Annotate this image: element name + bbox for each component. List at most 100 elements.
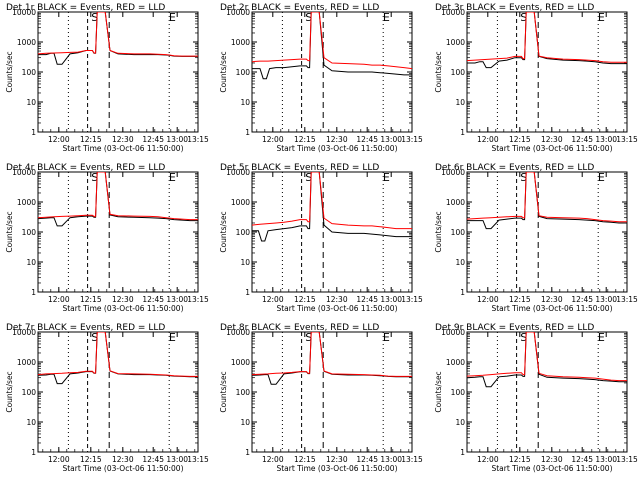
x-tick-label: 13:00 [166, 295, 188, 304]
x-tick-label: 12:15 [509, 295, 531, 304]
y-tick-label: 10000 [441, 168, 465, 177]
start-marker-label: S [91, 331, 98, 344]
y-tick-label: 10 [455, 418, 465, 427]
start-marker-label: S [91, 11, 98, 24]
x-tick-label: 12:30 [112, 135, 134, 144]
end-marker-label: E [383, 11, 390, 24]
panel-title: Det 7r BLACK = Events, RED = LLD [6, 323, 165, 333]
y-tick-label: 10 [240, 258, 250, 267]
x-tick-label: 12:00 [262, 455, 284, 464]
x-tick-label: 12:30 [326, 295, 348, 304]
end-marker-label: E [383, 171, 390, 184]
y-tick-label: 10000 [12, 168, 36, 177]
y-axis-label: Counts/sec [5, 371, 14, 412]
x-tick-label: 12:00 [477, 455, 499, 464]
x-axis-label: Start Time (03-Oct-06 11:50:00) [276, 304, 397, 313]
x-tick-label: 12:15 [509, 455, 531, 464]
end-marker-label: E [598, 11, 605, 24]
y-tick-label: 100 [236, 228, 251, 237]
y-tick-label: 1000 [446, 358, 465, 367]
x-tick-label: 12:45 [571, 135, 593, 144]
y-axis-label: Counts/sec [434, 371, 443, 412]
y-tick-label: 100 [22, 228, 37, 237]
y-tick-label: 1 [460, 128, 465, 137]
y-axis-label: Counts/sec [5, 51, 14, 92]
lld-series-line [252, 12, 412, 70]
panel-title: Det 9r BLACK = Events, RED = LLD [435, 323, 594, 333]
x-tick-label: 12:15 [80, 455, 102, 464]
x-tick-label: 12:00 [477, 295, 499, 304]
x-axis-label: Start Time (03-Oct-06 11:50:00) [491, 144, 612, 153]
y-tick-label: 10 [26, 418, 36, 427]
y-tick-label: 1000 [17, 198, 36, 207]
y-tick-label: 10 [240, 418, 250, 427]
y-tick-label: 1 [31, 448, 36, 457]
y-tick-label: 1000 [17, 38, 36, 47]
x-tick-label: 12:45 [571, 295, 593, 304]
x-tick-label: 13:00 [595, 295, 617, 304]
y-tick-label: 1000 [446, 38, 465, 47]
y-tick-label: 1 [31, 288, 36, 297]
x-tick-label: 12:30 [112, 455, 134, 464]
y-axis-label: Counts/sec [219, 371, 228, 412]
end-marker-label: E [383, 331, 390, 344]
end-marker-label: E [598, 331, 605, 344]
events-series-line [252, 12, 412, 80]
y-tick-label: 1 [31, 128, 36, 137]
y-tick-label: 10 [455, 98, 465, 107]
plot-frame [37, 171, 199, 293]
x-tick-label: 13:00 [166, 135, 188, 144]
x-tick-label: 12:30 [541, 135, 563, 144]
x-tick-label: 12:15 [294, 135, 316, 144]
x-tick-label: 12:15 [80, 295, 102, 304]
x-tick-label: 13:15 [616, 295, 638, 304]
y-tick-label: 1 [245, 448, 250, 457]
y-tick-label: 10 [455, 258, 465, 267]
detector-panel-3: Det 3r BLACK = Events, RED = LLD 1 10 100 10… [434, 3, 638, 153]
y-axis-label: Counts/sec [434, 211, 443, 252]
y-tick-label: 10000 [226, 8, 250, 17]
x-axis-label: Start Time (03-Oct-06 11:50:00) [62, 144, 183, 153]
start-marker-label: S [305, 331, 312, 344]
y-tick-label: 1000 [17, 358, 36, 367]
events-series-line [467, 172, 627, 230]
x-axis-label: Start Time (03-Oct-06 11:50:00) [62, 464, 183, 473]
panel-title: Det 8r BLACK = Events, RED = LLD [220, 323, 379, 333]
y-tick-label: 1 [460, 288, 465, 297]
x-tick-label: 13:00 [166, 455, 188, 464]
x-axis-label: Start Time (03-Oct-06 11:50:00) [276, 144, 397, 153]
start-marker-label: S [520, 11, 527, 24]
panel-title: Det 4r BLACK = Events, RED = LLD [6, 163, 165, 173]
x-tick-label: 12:45 [142, 295, 164, 304]
plot-frame [466, 171, 628, 293]
y-tick-label: 10 [26, 98, 36, 107]
x-axis-label: Start Time (03-Oct-06 11:50:00) [491, 464, 612, 473]
x-tick-label: 12:45 [142, 135, 164, 144]
y-tick-label: 100 [451, 228, 466, 237]
x-tick-label: 12:30 [326, 455, 348, 464]
panel-title: Det 2r BLACK = Events, RED = LLD [220, 3, 379, 13]
x-tick-label: 12:00 [48, 455, 70, 464]
panel-title: Det 3r BLACK = Events, RED = LLD [435, 3, 594, 13]
start-marker-label: S [520, 331, 527, 344]
y-tick-label: 10000 [441, 328, 465, 337]
x-tick-label: 12:45 [142, 455, 164, 464]
panel-title: Det 6r BLACK = Events, RED = LLD [435, 163, 594, 173]
plot-frame [37, 11, 199, 133]
plot-frame [251, 11, 413, 133]
x-tick-label: 13:00 [380, 135, 402, 144]
detector-panel-5: Det 5r BLACK = Events, RED = LLD 1 10 100 10… [219, 163, 423, 313]
panel-title: Det 5r BLACK = Events, RED = LLD [220, 163, 379, 173]
detector-panel-8: Det 8r BLACK = Events, RED = LLD 1 10 100 10… [219, 323, 423, 473]
x-tick-label: 12:15 [509, 135, 531, 144]
detector-panel-6: Det 6r BLACK = Events, RED = LLD 1 10 100 10… [434, 163, 638, 313]
x-tick-label: 13:15 [187, 455, 209, 464]
y-tick-label: 100 [22, 68, 37, 77]
y-tick-label: 10000 [441, 8, 465, 17]
x-tick-label: 13:00 [595, 135, 617, 144]
x-tick-label: 12:30 [541, 455, 563, 464]
x-tick-label: 12:00 [262, 295, 284, 304]
y-axis-label: Counts/sec [219, 211, 228, 252]
x-tick-label: 13:15 [401, 455, 423, 464]
